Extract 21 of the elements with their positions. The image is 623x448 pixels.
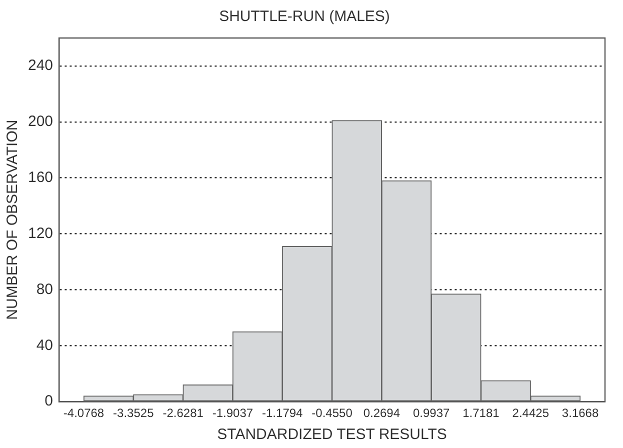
x-tick-label: -1.9037 (212, 406, 254, 420)
x-tick-label: 1.7181 (462, 406, 500, 420)
x-tick-label: -3.3525 (113, 406, 154, 420)
y-tick-label: 80 (36, 280, 54, 298)
y-tick-label: 0 (44, 392, 54, 410)
x-tick-label: -1.1794 (262, 406, 304, 420)
y-tick-label: 160 (28, 168, 54, 186)
y-axis-title: NUMBER OF OBSERVATION (4, 120, 22, 320)
x-tick-label: 3.1668 (562, 406, 599, 420)
x-axis-title: STANDARDIZED TEST RESULTS (217, 426, 447, 444)
x-tick-label: 0.2694 (363, 406, 400, 420)
chart-title: SHUTTLE-RUN (MALES) (219, 8, 390, 26)
y-tick-label: 40 (36, 336, 54, 354)
y-tick-label: 240 (28, 57, 54, 74)
x-tick-label: -4.0768 (63, 406, 104, 420)
y-tick-label: 120 (28, 224, 54, 242)
y-tick-label: 200 (28, 113, 54, 130)
x-tick-label: -0.4550 (312, 406, 353, 420)
x-tick-label: 0.9937 (412, 406, 450, 420)
x-tick-label: -2.6281 (162, 406, 204, 420)
x-tick-label: 2.4425 (512, 406, 550, 420)
